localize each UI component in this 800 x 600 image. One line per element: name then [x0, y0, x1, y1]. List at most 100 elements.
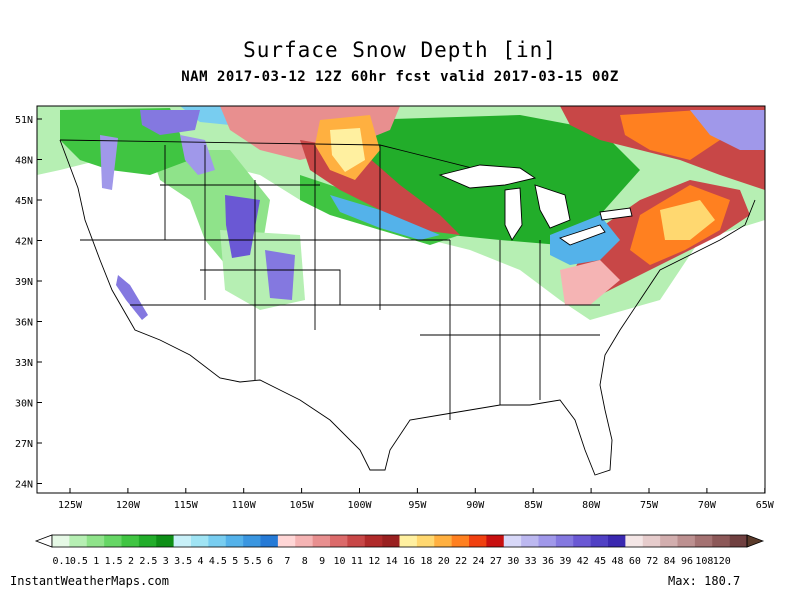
legend-value-label: 20 — [438, 556, 450, 567]
legend-value-label: 0.5 — [70, 556, 88, 567]
legend-value-label: 10 — [334, 556, 346, 567]
snow-region-northeast-yellow — [660, 200, 715, 240]
legend-swatch — [642, 535, 661, 547]
legend-value-label: 60 — [629, 556, 641, 567]
legend-value-label: 7 — [284, 556, 290, 567]
legend-value-label: 8 — [302, 556, 308, 567]
lat-label: 39N — [15, 277, 33, 288]
legend-value-label: 2.5 — [139, 556, 157, 567]
lon-label: 65W — [756, 500, 775, 511]
legend-swatch — [434, 535, 452, 547]
legend-value-label: 108 — [695, 556, 713, 567]
latitude-axis: 51N 48N 45N 42N 39N 36N 33N 30N 27N 24N — [15, 115, 42, 491]
snow-region-dakota-blue — [330, 195, 440, 240]
legend-swatch — [399, 535, 418, 547]
lat-label: 36N — [15, 318, 33, 329]
legend-value-label: 45 — [594, 556, 606, 567]
snow-region-bc-purple — [140, 110, 200, 135]
legend-swatch — [330, 535, 348, 547]
legend-value-label: 96 — [681, 556, 693, 567]
snow-region-wyoming-purple — [225, 195, 260, 258]
legend-value-label: 36 — [542, 556, 554, 567]
credit-text: InstantWeatherMaps.com — [10, 574, 169, 588]
legend-swatch — [347, 535, 366, 547]
legend-swatch — [521, 535, 539, 547]
lat-label: 24N — [15, 480, 33, 491]
legend-value-label: 2 — [128, 556, 134, 567]
snow-region-quebec-purple — [690, 110, 765, 150]
legend-value-label: 4.5 — [209, 556, 227, 567]
lon-label: 95W — [408, 500, 427, 511]
legend-value-label: 33 — [525, 556, 537, 567]
legend-swatch — [295, 535, 313, 547]
lake-michigan — [504, 187, 523, 241]
legend-value-label: 14 — [386, 556, 398, 567]
legend-swatch — [538, 535, 557, 547]
legend-swatch — [486, 535, 505, 547]
legend-swatch — [416, 535, 435, 547]
legend-swatch — [69, 535, 88, 547]
snow-region-cascades-purple — [100, 135, 118, 190]
lon-label: 75W — [640, 500, 659, 511]
legend-border — [51, 534, 748, 548]
legend-swatch — [138, 535, 157, 547]
legend-value-label: 0.1 — [53, 556, 71, 567]
lon-label: 115W — [174, 500, 199, 511]
legend-swatch — [677, 535, 696, 547]
lon-label: 125W — [58, 500, 83, 511]
legend-value-label: 48 — [612, 556, 624, 567]
lake-erie — [559, 224, 606, 246]
legend-swatch — [451, 535, 470, 547]
legend-arrow-right — [746, 534, 765, 548]
lat-label: 51N — [15, 115, 33, 126]
legend-swatch — [625, 535, 644, 547]
legend-swatch — [225, 535, 244, 547]
lat-label: 45N — [15, 196, 33, 207]
legend-value-label: 3 — [163, 556, 169, 567]
country-outline — [59, 139, 756, 476]
great-lakes — [438, 164, 633, 246]
lake-huron — [534, 184, 571, 229]
legend-value-label: 18 — [420, 556, 432, 567]
legend-value-label: 5 — [232, 556, 238, 567]
legend-value-label: 42 — [577, 556, 589, 567]
legend-swatch — [555, 535, 574, 547]
lon-label: 120W — [116, 500, 141, 511]
legend-swatch — [208, 535, 227, 547]
legend-value-label: 5.5 — [244, 556, 262, 567]
legend-swatch — [86, 535, 105, 547]
lake-superior — [438, 164, 537, 189]
legend-bar — [34, 534, 765, 548]
legend-value-label: 11 — [351, 556, 363, 567]
legend-swatch — [712, 535, 730, 547]
lat-label: 30N — [15, 399, 33, 410]
legend-swatch — [573, 535, 591, 547]
map-subtitle: NAM 2017-03-12 12Z 60hr fcst valid 2017-… — [181, 69, 619, 85]
legend-value-label: 12 — [368, 556, 380, 567]
legend-value-label: 24 — [473, 556, 485, 567]
lat-label: 33N — [15, 358, 33, 369]
legend-swatch — [608, 535, 626, 547]
legend-swatch — [660, 535, 678, 547]
legend-swatch — [469, 535, 487, 547]
legend-swatch — [277, 535, 296, 547]
snow-region-manitoba-yellow — [330, 128, 365, 172]
legend-swatch — [694, 535, 713, 547]
legend-labels: 0.1 0.5 1 1.5 2 2.5 3 3.5 4 4.5 5 5.5 6 7 8 9 10 11 12 14 16… — [53, 556, 731, 567]
lat-label: 48N — [15, 156, 33, 167]
state-line-8 — [200, 269, 341, 305]
lon-label: 90W — [466, 500, 485, 511]
legend-value-label: 39 — [559, 556, 571, 567]
map-title: Surface Snow Depth [in] — [243, 38, 557, 62]
longitude-axis: 125W 120W 115W 110W 105W 100W 95W 90W 85W 80W 75W 7… — [58, 488, 775, 511]
legend-swatch — [104, 535, 122, 547]
lon-label: 110W — [232, 500, 257, 511]
legend-value-label: 72 — [646, 556, 658, 567]
lon-label: 70W — [698, 500, 717, 511]
legend-swatch — [173, 535, 192, 547]
legend-value-label: 9 — [319, 556, 325, 567]
lat-label: 42N — [15, 237, 33, 248]
legend-arrow-left — [34, 534, 53, 548]
